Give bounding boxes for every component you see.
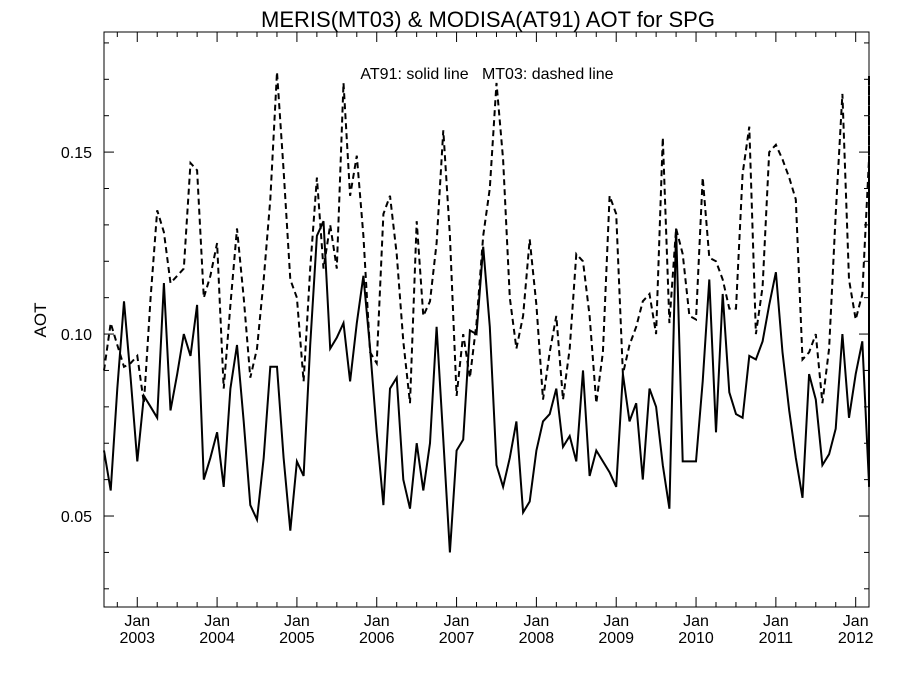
x-tick-label-month: Jan — [763, 613, 789, 630]
y-axis-label: AOT — [31, 303, 50, 338]
x-tick-label-month: Jan — [523, 613, 549, 630]
x-tick-label-year: 2012 — [838, 630, 874, 647]
line-style-annotation: AT91: solid line MT03: dashed line — [360, 66, 613, 83]
series-line-dashed — [103, 71, 870, 425]
series-line-solid — [103, 220, 870, 553]
y-tick-label: 0.10 — [61, 327, 92, 344]
x-tick-label-year: 2009 — [598, 630, 634, 647]
plot-frame — [103, 31, 870, 608]
axis-ticks — [104, 32, 869, 607]
x-tick-label-year: 2005 — [279, 630, 315, 647]
x-tick-label-year: 2007 — [439, 630, 475, 647]
x-tick-label-year: 2011 — [759, 630, 794, 647]
y-tick-label: 0.05 — [61, 509, 92, 526]
x-tick-label-month: Jan — [603, 613, 629, 630]
x-tick-label-year: 2006 — [359, 630, 395, 647]
x-tick-label-year: 2004 — [199, 630, 235, 647]
x-tick-label-month: Jan — [204, 613, 230, 630]
x-tick-label-year: 2008 — [519, 630, 555, 647]
x-tick-label-month: Jan — [444, 613, 470, 630]
data-series — [103, 71, 870, 553]
x-tick-label-month: Jan — [124, 613, 150, 630]
x-tick-label-month: Jan — [364, 613, 390, 630]
x-tick-label-year: 2010 — [678, 630, 714, 647]
x-tick-label-month: Jan — [843, 613, 869, 630]
chart-title: MERIS(MT03) & MODISA(AT91) AOT for SPG — [261, 7, 715, 32]
axis-tick-labels: 0.050.100.15Jan2003Jan2004Jan2005Jan2006… — [61, 145, 874, 647]
x-tick-label-month: Jan — [683, 613, 709, 630]
x-tick-label-year: 2003 — [119, 630, 155, 647]
x-tick-label-month: Jan — [284, 613, 310, 630]
y-tick-label: 0.15 — [61, 145, 92, 162]
